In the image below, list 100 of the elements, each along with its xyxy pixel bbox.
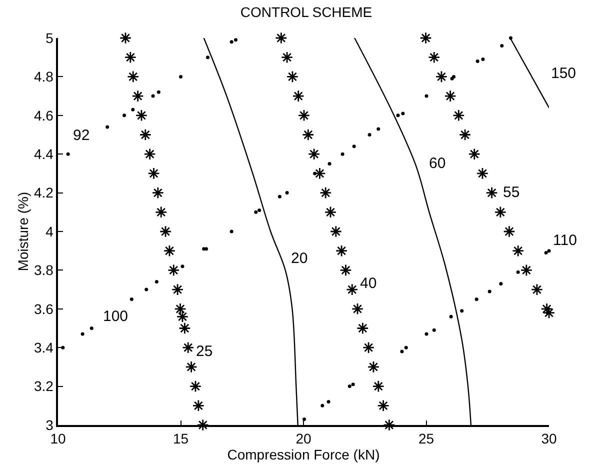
point [180,264,184,268]
point [474,297,478,301]
point [130,297,134,301]
y-axis-title: Moisture (%) [15,192,32,272]
y-tick-label: 3 [46,416,54,433]
x-tick-label: 10 [50,430,66,447]
point [520,264,533,276]
point [66,152,70,156]
point [124,51,137,64]
series-label: 60 [429,155,446,172]
point [530,283,544,296]
point [258,208,262,212]
point [540,302,553,315]
point [156,90,160,94]
point [458,128,472,141]
point [500,44,504,48]
point [275,32,288,44]
x-tick-label: 15 [172,430,189,447]
point [547,249,551,253]
point [230,230,234,234]
point [106,125,110,129]
point [356,322,369,334]
point [178,322,191,334]
series-label: 110 [553,232,577,249]
point [512,244,524,257]
point [328,162,332,166]
point [481,58,485,62]
point [428,51,440,64]
point [444,90,456,102]
point [352,144,356,148]
point [302,128,314,141]
series-label: 92 [73,127,90,144]
point [486,186,498,199]
point [372,380,384,392]
series-label: 100 [103,308,128,325]
x-tick-label: 25 [418,430,434,447]
chart-title: CONTROL SCHEME [240,4,372,20]
point [302,417,306,421]
point [314,167,326,180]
point [362,342,375,354]
point [122,114,126,118]
point [400,350,404,354]
y-tick-label: 4.4 [34,146,54,162]
point [286,70,299,83]
point [340,152,344,156]
y-tick-label: 3.8 [34,262,54,278]
point [168,264,180,276]
y-tick-label: 3.6 [34,300,54,317]
point [351,382,355,386]
point [278,194,282,198]
point [159,225,172,238]
point [254,210,258,214]
point [420,32,432,44]
x-tick-label: 30 [541,430,557,447]
point [90,326,94,330]
point [131,108,135,112]
series-label: 20 [291,250,308,267]
series-label: 40 [360,275,377,292]
y-tick-label: 4.6 [34,107,54,124]
y-tick-label: 4.2 [34,184,54,201]
point [326,400,330,404]
point [148,167,160,180]
point [196,418,209,432]
point [488,290,492,294]
y-tick-label: 5 [46,30,54,46]
point [144,288,148,292]
point [152,186,164,199]
point [367,360,380,374]
y-tick-label: 4.8 [34,68,54,85]
series-label: 55 [503,184,520,201]
point [404,346,408,350]
point [340,264,352,276]
point [346,283,358,296]
point [377,400,390,412]
point [280,51,294,64]
x-tick-label: 20 [296,430,312,447]
point [499,282,503,286]
point [192,400,205,412]
point [151,94,155,98]
point [80,332,84,336]
point [308,148,320,160]
point [330,225,342,238]
point [401,112,405,116]
point [351,302,364,315]
point [452,109,465,122]
point [292,90,304,102]
point [313,172,317,176]
point [298,109,310,122]
point [435,70,448,83]
point [396,114,400,118]
point [494,206,506,218]
point [432,328,436,332]
point [468,148,480,160]
point [424,94,428,98]
y-tick-label: 4 [46,223,54,240]
point [383,418,396,432]
point [424,332,428,336]
point [449,314,453,318]
point [179,74,182,78]
point [139,128,152,141]
